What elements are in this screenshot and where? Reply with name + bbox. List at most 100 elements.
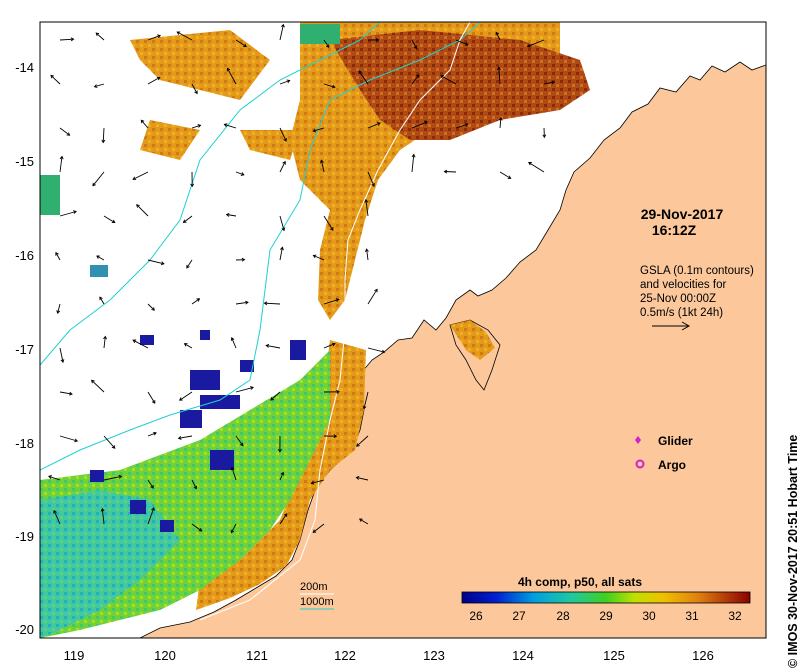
svg-text:28: 28 — [556, 609, 570, 623]
velocity-arrow-head — [226, 67, 231, 72]
velocity-arrow — [312, 523, 325, 533]
velocity-arrow — [455, 39, 469, 46]
velocity-arrow — [176, 31, 193, 41]
velocity-arrow — [411, 74, 420, 85]
velocity-arrow-head — [182, 219, 187, 224]
velocity-arrow-head — [497, 66, 501, 71]
velocity-arrow-head — [190, 183, 195, 188]
velocity-arrow — [323, 83, 335, 88]
bathy-200-label: 200m — [300, 581, 328, 593]
velocity-arrow-head — [280, 246, 284, 251]
velocity-arrow-head — [358, 70, 362, 75]
velocity-arrow — [102, 127, 105, 143]
velocity-arrow-head — [73, 210, 77, 214]
velocity-arrow — [279, 247, 283, 261]
velocity-arrow — [320, 160, 325, 173]
lon-tick: 119 — [64, 648, 85, 663]
velocity-arrow-head — [250, 386, 254, 390]
velocity-arrow-head — [239, 442, 244, 447]
velocity-arrow — [136, 204, 149, 217]
velocity-arrow — [226, 214, 237, 217]
velocity-arrow-head — [443, 169, 448, 174]
velocity-arrow — [266, 344, 281, 349]
velocity-arrow — [498, 67, 501, 85]
velocity-arrow — [235, 301, 249, 305]
velocity-arrow-head — [495, 31, 499, 36]
velocity-arrow-head — [413, 45, 418, 50]
svg-text:26: 26 — [469, 609, 483, 623]
velocity-arrow-head — [118, 474, 123, 479]
velocity-arrow — [279, 472, 284, 481]
velocity-arrow-head — [60, 359, 65, 363]
velocity-arrow-head — [150, 484, 154, 489]
velocity-arrow — [444, 171, 457, 173]
velocity-arrow-head — [136, 204, 140, 208]
velocity-arrow — [179, 391, 193, 401]
svg-text:31: 31 — [685, 609, 699, 623]
velocity-arrow-head — [364, 198, 369, 203]
velocity-arrow-head — [281, 227, 286, 232]
velocity-arrow-head — [358, 518, 363, 522]
velocity-arrow — [359, 518, 369, 525]
velocity-arrow-head — [90, 379, 95, 384]
velocity-arrow — [59, 435, 78, 442]
velocity-arrow-head — [53, 509, 57, 514]
velocity-arrow-head — [178, 397, 183, 401]
svg-text:and velocities for: and velocities for — [640, 279, 726, 291]
velocity-arrow — [147, 34, 161, 41]
velocity-arrow — [103, 336, 106, 349]
time-label: 16:12Z — [652, 222, 697, 238]
velocity-arrow-head — [542, 134, 547, 139]
velocity-arrow — [103, 435, 116, 449]
velocity-arrow — [224, 123, 237, 129]
velocity-arrow-head — [551, 80, 556, 85]
velocity-arrow-head — [312, 128, 317, 133]
velocity-arrow — [363, 391, 369, 409]
lon-tick: 124 — [512, 648, 534, 663]
gsla-legend: GSLA (0.1m contours) and velocities for … — [640, 265, 754, 331]
velocity-arrow — [231, 337, 237, 349]
velocity-arrow — [91, 379, 105, 393]
velocity-arrow — [366, 249, 369, 261]
velocity-arrow-head — [336, 389, 340, 394]
velocity-arrow-head — [140, 119, 145, 124]
velocity-arrow — [191, 479, 197, 489]
lon-tick: 125 — [603, 648, 625, 663]
velocity-arrow — [184, 343, 193, 349]
velocity-arrow-head — [193, 485, 197, 490]
map-panel — [40, 22, 766, 638]
lat-tick: -18 — [15, 436, 34, 451]
velocity-arrow — [411, 121, 428, 129]
lat-tick: -19 — [15, 529, 34, 544]
velocity-arrow-head — [325, 44, 330, 49]
velocity-arrow-head — [507, 175, 512, 179]
velocity-arrow-head — [356, 443, 360, 447]
velocity-arrow-head — [331, 84, 336, 89]
velocity-arrow — [132, 339, 149, 349]
svg-text:30: 30 — [642, 609, 656, 623]
velocity-arrow — [132, 171, 149, 180]
lat-tick: -20 — [15, 622, 34, 637]
velocity-arrow-head — [196, 298, 201, 302]
velocity-arrow-head — [265, 343, 270, 348]
argo-icon — [635, 459, 645, 469]
velocity-arrow-head — [55, 251, 59, 256]
velocity-arrow-head — [415, 74, 420, 78]
velocity-arrow-head — [330, 227, 334, 231]
velocity-arrow-head — [424, 120, 429, 125]
velocity-arrow-head — [111, 445, 116, 449]
svg-text:32: 32 — [728, 609, 742, 623]
velocity-arrow — [59, 127, 70, 136]
velocity-arrow-head — [331, 342, 336, 347]
velocity-arrow — [147, 391, 156, 404]
velocity-arrow — [147, 479, 154, 489]
velocity-arrow-head — [48, 475, 53, 479]
velocity-arrow — [230, 523, 237, 533]
velocity-arrow-head — [230, 466, 235, 471]
velocity-arrow — [411, 154, 415, 173]
velocity-arrow-head — [381, 349, 386, 354]
velocity-arrow-head — [240, 172, 245, 176]
velocity-arrow — [183, 215, 193, 223]
velocity-arrow — [323, 298, 339, 305]
